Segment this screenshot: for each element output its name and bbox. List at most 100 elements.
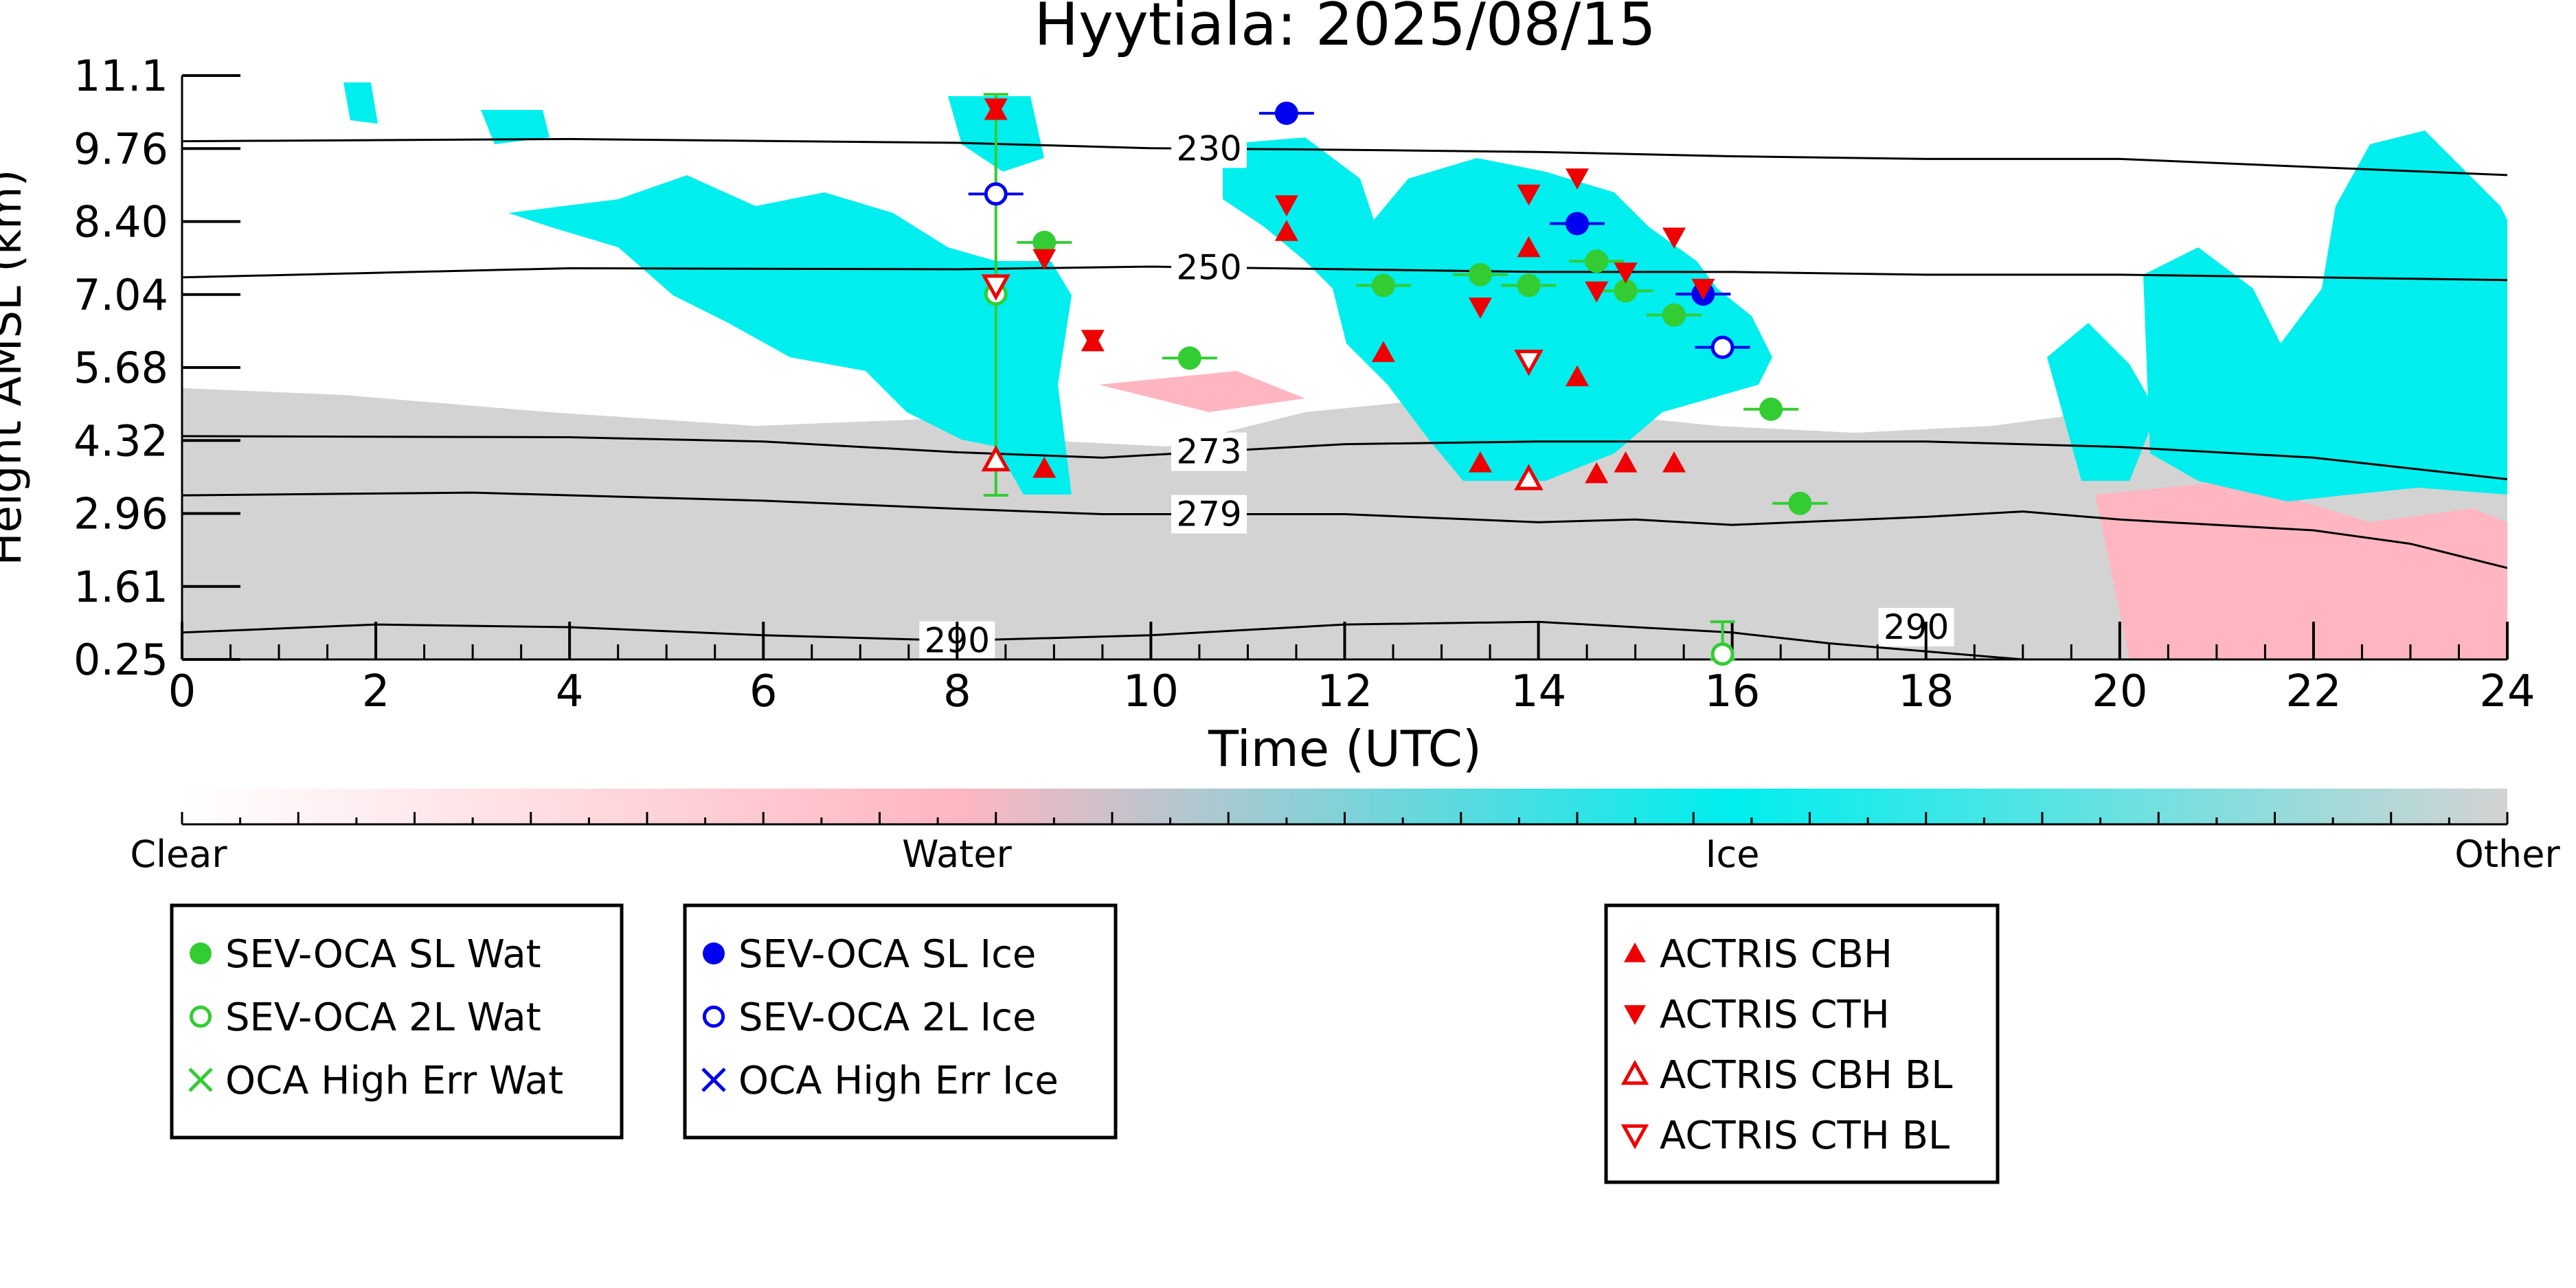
- sev-oca-2l-ice-point: [984, 182, 1008, 206]
- actris-cbh-point: [1468, 451, 1492, 473]
- actris-cth-point: [984, 98, 1008, 120]
- x-tick-label: 14: [1511, 666, 1566, 717]
- legend-label: SEV-OCA 2L Ice: [738, 995, 1036, 1040]
- contour-label-bg-279: [1171, 495, 1247, 534]
- actris-cth-point: [1566, 168, 1589, 190]
- sev-oca-2l-ice-point: [1710, 335, 1735, 359]
- sev-oca-2l-wat-point: [1710, 642, 1735, 666]
- x-tick-label: 22: [2285, 666, 2341, 717]
- contour-label-bg-290-b: [1878, 607, 1954, 646]
- contour-line-290: [182, 620, 2023, 659]
- actris-cth-point: [1274, 195, 1298, 217]
- actris-cbh-point: [1566, 365, 1589, 387]
- legend-marker-sev-oca-sl-wat: [190, 942, 212, 964]
- other-region: [182, 388, 2507, 659]
- water-region-3: [1099, 371, 1305, 412]
- sev-oca-sl-wat-point: [1585, 249, 1609, 273]
- ice-region-7: [481, 110, 550, 144]
- y-tick-label: 11.1: [74, 51, 168, 101]
- actris-cth-bl-point: [981, 274, 1010, 301]
- y-ticks: 0.25 1.61 2.96 4.32 5.68 7.04 8.40 9.76 11.1: [74, 51, 240, 685]
- actris-cbh-point: [1517, 236, 1541, 258]
- ice-region-3: [1223, 137, 1772, 481]
- legend-label: ACTRIS CBH: [1660, 932, 1893, 977]
- contour-label-273: 273: [1176, 432, 1241, 472]
- legend-marker-oca-high-err-wat: [188, 1067, 213, 1092]
- legend-box-3: [1604, 903, 2000, 1184]
- water-region: [2095, 481, 2507, 659]
- y-tick-label: 2.96: [74, 489, 168, 539]
- actris-cbh-point: [1032, 456, 1057, 478]
- sev-oca-sl-wat-point: [1177, 346, 1201, 370]
- contour-line-279: [182, 491, 2507, 569]
- y-tick-label: 9.76: [74, 124, 168, 174]
- actris-cbh-point: [1371, 341, 1395, 363]
- sev-oca-sl-wat-point: [1662, 303, 1686, 327]
- sev-oca-sl-ice-point: [1566, 212, 1589, 236]
- contour-label-bg-250: [1171, 248, 1247, 287]
- contour-label-279: 279: [1176, 494, 1241, 534]
- contour-line-230: [182, 137, 2507, 177]
- legend-marker-oca-high-err-ice: [701, 1067, 726, 1092]
- sev-oca-sl-ice-point: [1274, 101, 1298, 125]
- x-tick-label: 2: [362, 666, 390, 717]
- legend-marker-sev-oca-sl-ice: [703, 942, 725, 964]
- legend-label: SEV-OCA SL Ice: [738, 932, 1036, 977]
- colorbar-label-other: Other: [2454, 833, 2560, 876]
- x-tick-label: 24: [2479, 666, 2535, 717]
- legend-box-1: [170, 903, 624, 1140]
- contour-label-bg-273: [1171, 432, 1247, 471]
- temperature-contours: [182, 137, 2507, 659]
- ice-region-6: [343, 82, 378, 124]
- chart-background: [182, 82, 2507, 659]
- sev-oca-sl-wat-point: [1614, 279, 1638, 303]
- x-tick-label: 18: [1898, 666, 1954, 717]
- contour-label-bg-230: [1171, 129, 1247, 168]
- actris-cbh-bl-point: [981, 444, 1010, 472]
- chart-title: Hyytiala: 2025/08/15: [1034, 0, 1656, 59]
- legend-marker-actris-cbh: [1624, 942, 1646, 962]
- x-axis-label: Time (UTC): [1208, 720, 1482, 778]
- y-tick-label: 0.25: [74, 635, 168, 685]
- contour-label-290-b: 290: [1884, 607, 1949, 647]
- legend-marker-actris-cth-bl: [1620, 1124, 1649, 1150]
- legend-label: SEV-OCA 2L Wat: [225, 995, 541, 1040]
- x-tick-label: 20: [2092, 666, 2147, 717]
- actris-cbh-point: [1614, 451, 1638, 473]
- y-tick-label: 8.40: [74, 197, 168, 247]
- ice-region-5: [2143, 131, 2507, 501]
- actris-cbh-point: [1585, 462, 1609, 484]
- legend-label: ACTRIS CTH: [1660, 993, 1890, 1037]
- actris-cbh-point: [1662, 451, 1686, 473]
- actris-cth-point: [1614, 262, 1638, 284]
- legend-marker-sev-oca-2l-wat: [189, 1005, 212, 1028]
- y-tick-label: 1.61: [74, 562, 168, 612]
- contour-label-230: 230: [1176, 128, 1241, 168]
- colorbar-ticks: [181, 812, 2509, 824]
- observation-markers: [968, 93, 1828, 666]
- actris-cbh-point: [1274, 220, 1298, 241]
- sev-oca-sl-wat-point: [1032, 230, 1057, 254]
- y-tick-label: 7.04: [74, 270, 168, 320]
- actris-cth-point: [1585, 281, 1609, 303]
- contour-line-250: [182, 265, 2507, 282]
- legend-label: ACTRIS CTH BL: [1660, 1114, 1950, 1158]
- actris-cbh-bl-point: [1514, 464, 1544, 490]
- x-tick-label: 16: [1704, 666, 1760, 717]
- actris-cth-bl-point: [1514, 350, 1544, 376]
- y-axis-label: Height AMSL (km): [0, 170, 32, 566]
- legend-label: SEV-OCA SL Wat: [225, 932, 541, 977]
- legends: SEV-OCA SL Wat SEV-OCA 2L Wat OCA High Err…: [170, 903, 2000, 1184]
- x-tick-label: 6: [749, 666, 778, 717]
- y-tick-label: 5.68: [74, 343, 168, 393]
- ice-region-4: [2047, 323, 2157, 481]
- legend-label: OCA High Err Wat: [225, 1059, 563, 1103]
- actris-cth-point: [1032, 249, 1057, 271]
- y-tick-label: 4.32: [74, 416, 168, 466]
- colorbar-label-water: Water: [902, 833, 1012, 876]
- colorbar-label-clear: Clear: [130, 833, 227, 876]
- ice-region-1: [508, 175, 1072, 495]
- legend-label: ACTRIS CBH BL: [1660, 1053, 1952, 1098]
